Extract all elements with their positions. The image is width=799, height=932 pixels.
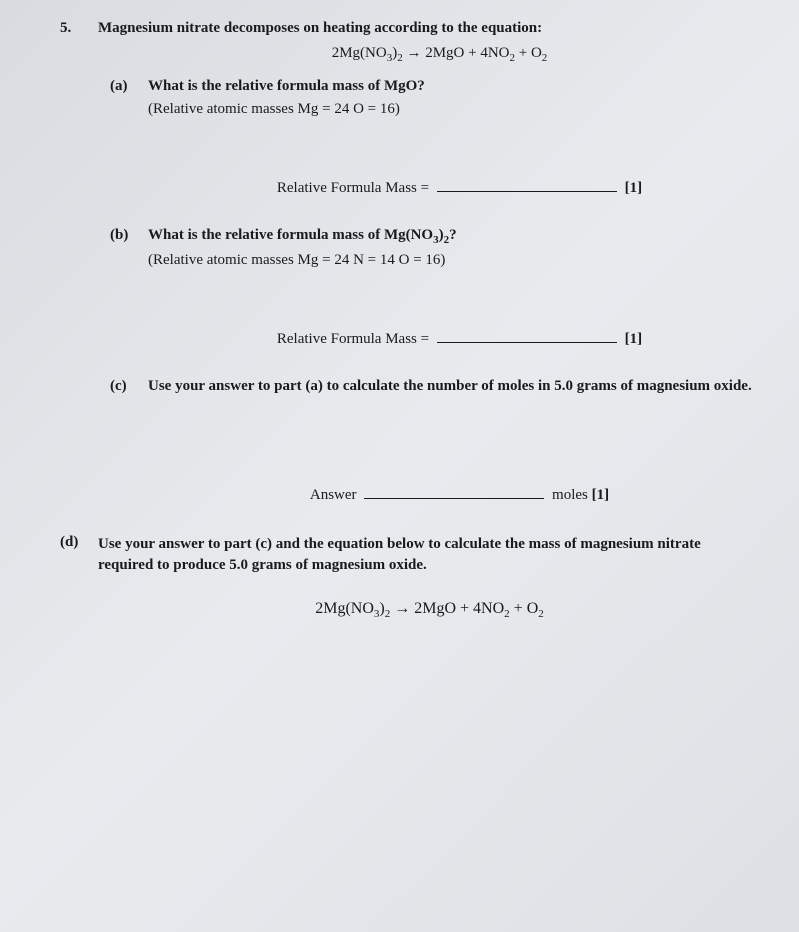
part-a-label: (a)	[110, 78, 138, 95]
main-equation: 2Mg(NO3)2 → 2MgO + 4NO2 + O2	[60, 45, 759, 64]
part-b-detail: (Relative atomic masses Mg = 24 N = 14 O…	[148, 252, 759, 269]
part-b-answer-line: Relative Formula Mass = [1]	[60, 329, 759, 348]
question-intro-text: Magnesium nitrate decomposes on heating …	[98, 20, 542, 37]
part-b-header: (b) What is the relative formula mass of…	[110, 227, 759, 246]
question-header: 5. Magnesium nitrate decomposes on heati…	[60, 20, 759, 37]
part-c-answer-line: Answer moles [1]	[60, 485, 759, 504]
part-d-label: (d)	[60, 534, 88, 551]
part-d-header: (d) Use your answer to part (c) and the …	[60, 534, 759, 576]
part-c-answer-blank	[364, 485, 544, 499]
part-c: (c) Use your answer to part (a) to calcu…	[110, 378, 759, 395]
part-c-label: (c)	[110, 378, 138, 395]
part-c-answer-label: Answer	[310, 487, 357, 503]
part-d-text: Use your answer to part (c) and the equa…	[98, 534, 759, 576]
question-number: 5.	[60, 20, 80, 37]
part-c-header: (c) Use your answer to part (a) to calcu…	[110, 378, 759, 395]
part-b-answer-label: Relative Formula Mass =	[277, 331, 429, 347]
part-a-text: What is the relative formula mass of MgO…	[148, 78, 425, 95]
part-a-answer-label: Relative Formula Mass =	[277, 180, 429, 196]
part-c-unit: moles	[552, 487, 588, 503]
part-a-answer-blank	[437, 178, 617, 192]
part-a-detail: (Relative atomic masses Mg = 24 O = 16)	[148, 101, 759, 118]
part-a-marks: [1]	[625, 180, 643, 196]
part-a: (a) What is the relative formula mass of…	[110, 78, 759, 118]
part-b: (b) What is the relative formula mass of…	[110, 227, 759, 269]
part-a-header: (a) What is the relative formula mass of…	[110, 78, 759, 95]
part-b-answer-blank	[437, 329, 617, 343]
part-a-answer-line: Relative Formula Mass = [1]	[60, 178, 759, 197]
part-b-marks: [1]	[625, 331, 643, 347]
part-c-marks: [1]	[592, 487, 610, 503]
part-b-text: What is the relative formula mass of Mg(…	[148, 227, 457, 246]
part-d: (d) Use your answer to part (c) and the …	[60, 534, 759, 576]
part-b-label: (b)	[110, 227, 138, 244]
part-d-equation: 2Mg(NO3)2 → 2MgO + 4NO2 + O2	[60, 600, 759, 620]
part-c-text: Use your answer to part (a) to calculate…	[148, 378, 752, 395]
